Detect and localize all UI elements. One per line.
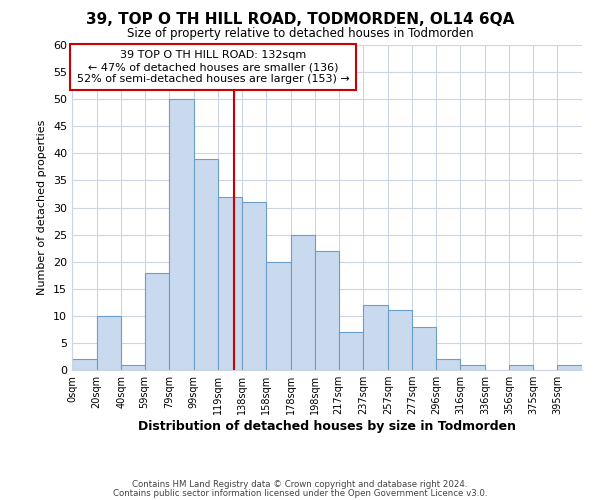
- Bar: [412, 326, 436, 370]
- Bar: [145, 272, 169, 370]
- Bar: [363, 305, 388, 370]
- Bar: [460, 364, 485, 370]
- Bar: [316, 251, 338, 370]
- Bar: [218, 196, 242, 370]
- Bar: [169, 99, 194, 370]
- Text: 39, TOP O TH HILL ROAD, TODMORDEN, OL14 6QA: 39, TOP O TH HILL ROAD, TODMORDEN, OL14 …: [86, 12, 514, 28]
- Bar: [72, 359, 97, 370]
- Bar: [194, 159, 218, 370]
- X-axis label: Distribution of detached houses by size in Todmorden: Distribution of detached houses by size …: [138, 420, 516, 433]
- Text: Contains public sector information licensed under the Open Government Licence v3: Contains public sector information licen…: [113, 490, 487, 498]
- Bar: [121, 364, 145, 370]
- Text: 39 TOP O TH HILL ROAD: 132sqm
← 47% of detached houses are smaller (136)
52% of : 39 TOP O TH HILL ROAD: 132sqm ← 47% of d…: [77, 50, 350, 84]
- Bar: [97, 316, 121, 370]
- Text: Contains HM Land Registry data © Crown copyright and database right 2024.: Contains HM Land Registry data © Crown c…: [132, 480, 468, 489]
- Bar: [557, 364, 582, 370]
- Bar: [291, 234, 316, 370]
- Bar: [509, 364, 533, 370]
- Bar: [338, 332, 363, 370]
- Text: Size of property relative to detached houses in Todmorden: Size of property relative to detached ho…: [127, 28, 473, 40]
- Bar: [242, 202, 266, 370]
- Bar: [266, 262, 291, 370]
- Y-axis label: Number of detached properties: Number of detached properties: [37, 120, 47, 295]
- Bar: [436, 359, 460, 370]
- Bar: [388, 310, 412, 370]
